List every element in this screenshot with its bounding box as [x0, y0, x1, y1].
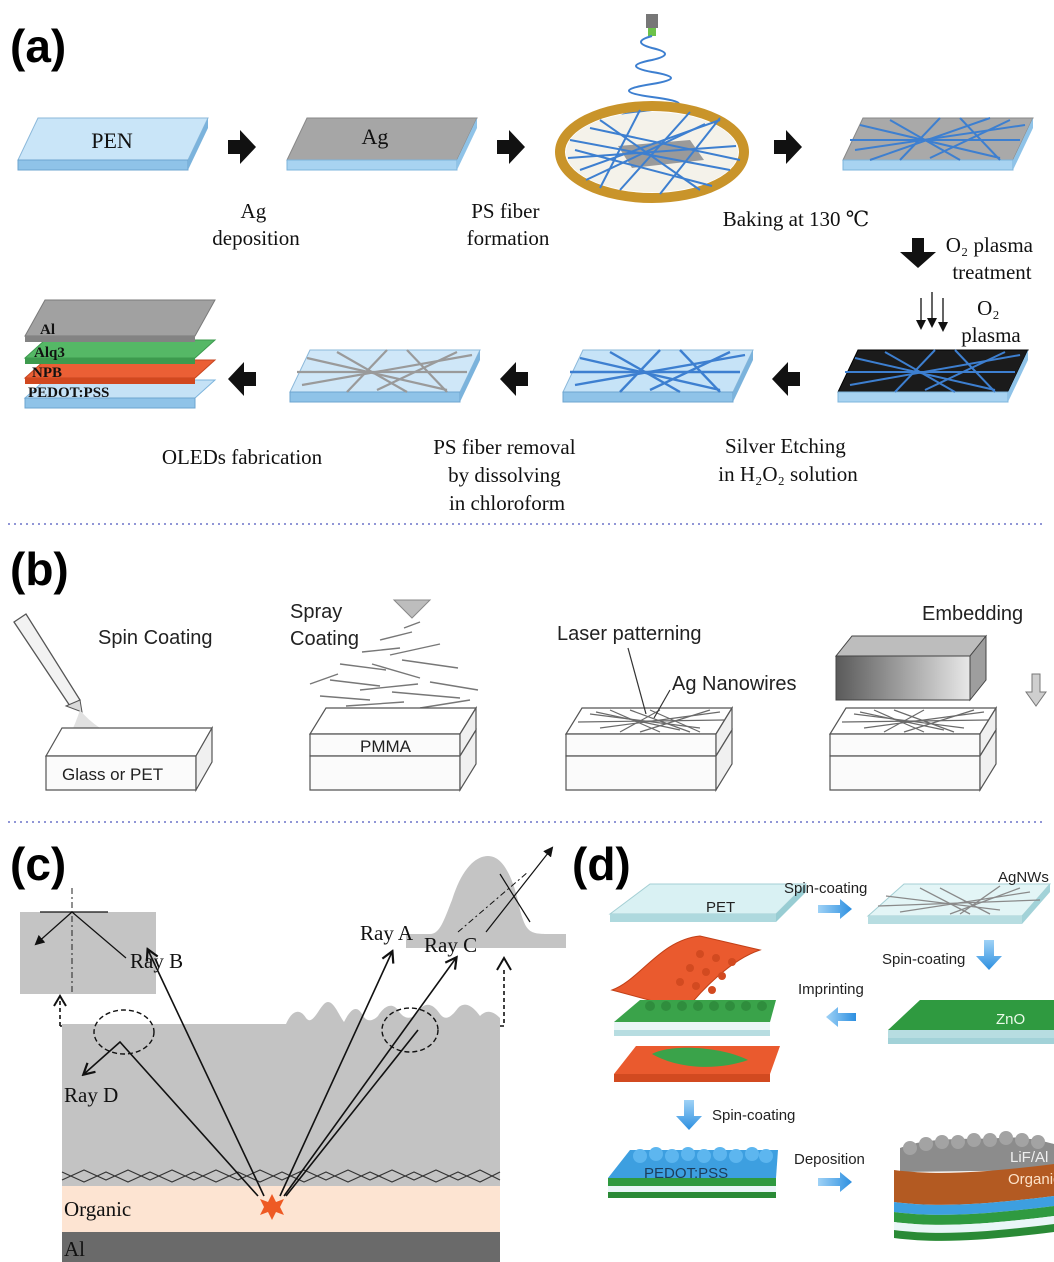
deposition-label: Deposition [794, 1151, 865, 1168]
ag-nanowires-label: Ag Nanowires [672, 673, 797, 695]
arrow-a1 [228, 130, 256, 164]
step-ps-fiber-formation: PS fiber formation [467, 199, 550, 250]
agnws-label: AgNWs [998, 869, 1049, 886]
plasma-arrows [916, 292, 948, 332]
panel-a-label: (a) [10, 20, 66, 72]
embedding-label: Embedding [922, 603, 1023, 625]
zno-label: ZnO [996, 1011, 1025, 1028]
arrow-d5 [818, 1172, 852, 1192]
panel-b-label: (b) [10, 543, 69, 595]
zno-substrate [888, 1000, 1054, 1044]
embedding-illustration [828, 634, 1047, 793]
lif-al-label: LiF/Al [1010, 1149, 1048, 1166]
pedot-pss-label: PEDOT:PSS [644, 1165, 728, 1182]
stack-pedot-label: PEDOT:PSS [28, 385, 109, 401]
arrow-a2 [497, 130, 525, 164]
ray-c-label: Ray C [424, 933, 477, 957]
light-rays [84, 950, 456, 1197]
step-baking: Baking at 130 ℃ [723, 207, 870, 231]
ray-a-label: Ray A [360, 921, 414, 945]
ray-d-label: Ray D [64, 1083, 118, 1107]
o2-plasma-label: O₂ plasma [961, 296, 1021, 347]
fiber-on-ag-substrate [842, 117, 1034, 171]
step-o2-plasma-treatment: O₂ plasma treatment [946, 233, 1038, 284]
imprint-illustration [610, 935, 780, 1082]
step-ag-deposition: Ag deposition [212, 199, 300, 250]
pmma-label: PMMA [360, 737, 412, 756]
arrow-d1 [818, 899, 852, 919]
emitter-star [260, 1194, 284, 1220]
pen-substrate: PEN [17, 117, 209, 171]
ag-mesh-substrate [289, 349, 481, 403]
step-ps-fiber-removal: PS fiber removal by dissolving in chloro… [433, 435, 581, 515]
arrow-a7 [228, 362, 256, 396]
spin-coating-1-label: Spin-coating [784, 880, 867, 897]
agnws-substrate [866, 883, 1052, 924]
step-silver-etching: Silver Etching in H₂O₂ solution [718, 434, 858, 486]
arrow-d2 [976, 940, 1002, 970]
ray-b-label: Ray B [130, 949, 183, 973]
imprinting-label: Imprinting [798, 981, 864, 998]
arrow-a5 [772, 362, 800, 396]
organic-label: Organic [64, 1197, 131, 1221]
inset-right [406, 846, 566, 948]
inset-left [20, 888, 156, 994]
pen-label: PEN [91, 128, 133, 153]
spin-coating-2-label: Spin-coating [882, 951, 965, 968]
ray-c-scatter-circle [381, 1007, 439, 1053]
spin-coating-label: Spin Coating [98, 627, 213, 649]
al-label: Al [64, 1237, 85, 1261]
arrow-a6 [500, 362, 528, 396]
pet-label: PET [706, 899, 735, 916]
laser-patterning-illustration [564, 647, 734, 793]
spray-coating-label: Spray Coating [290, 601, 359, 650]
ray-d-reflection-circle [93, 1009, 155, 1055]
electrospinning-ring [555, 14, 749, 203]
stack-al-label: Al [40, 322, 55, 338]
panel-c: (c) [10, 838, 566, 1262]
panel-b: (b) Spin Coating Glass or PET [10, 543, 1047, 793]
laser-patterning-label: Laser patterning [557, 623, 702, 645]
pet-substrate [608, 883, 808, 922]
pedot-substrate [608, 1147, 778, 1198]
final-device-stack [894, 1131, 1054, 1241]
arrow-d4 [676, 1100, 702, 1130]
step-oleds-fabrication: OLEDs fabrication [162, 445, 323, 469]
arrow-a4 [900, 238, 936, 268]
plasma-treated-substrate [837, 349, 1029, 403]
stack-npb-label: NPB [32, 365, 62, 381]
organic-d-label: Organic [1008, 1171, 1054, 1188]
spray-coating-illustration [308, 599, 479, 793]
oled-stack: Al Alq3 NPB PEDOT:PSS [23, 299, 217, 409]
etched-substrate [562, 349, 754, 403]
ag-substrate: Ag [286, 117, 478, 171]
spin-coating-illustration [13, 613, 214, 793]
panel-d-label: (d) [572, 838, 631, 890]
panel-d: (d) PET Spin-coating AgNWs Spin-coating [572, 838, 1054, 1241]
arrow-a3 [774, 130, 802, 164]
spin-coating-3-label: Spin-coating [712, 1107, 795, 1124]
panel-c-label: (c) [10, 838, 66, 890]
stack-alq3-label: Alq3 [34, 345, 65, 361]
panel-a: (a) PEN Ag [10, 14, 1038, 515]
glass-pet-label: Glass or PET [62, 765, 163, 784]
arrow-d3 [826, 1007, 856, 1027]
ag-label: Ag [362, 124, 389, 149]
